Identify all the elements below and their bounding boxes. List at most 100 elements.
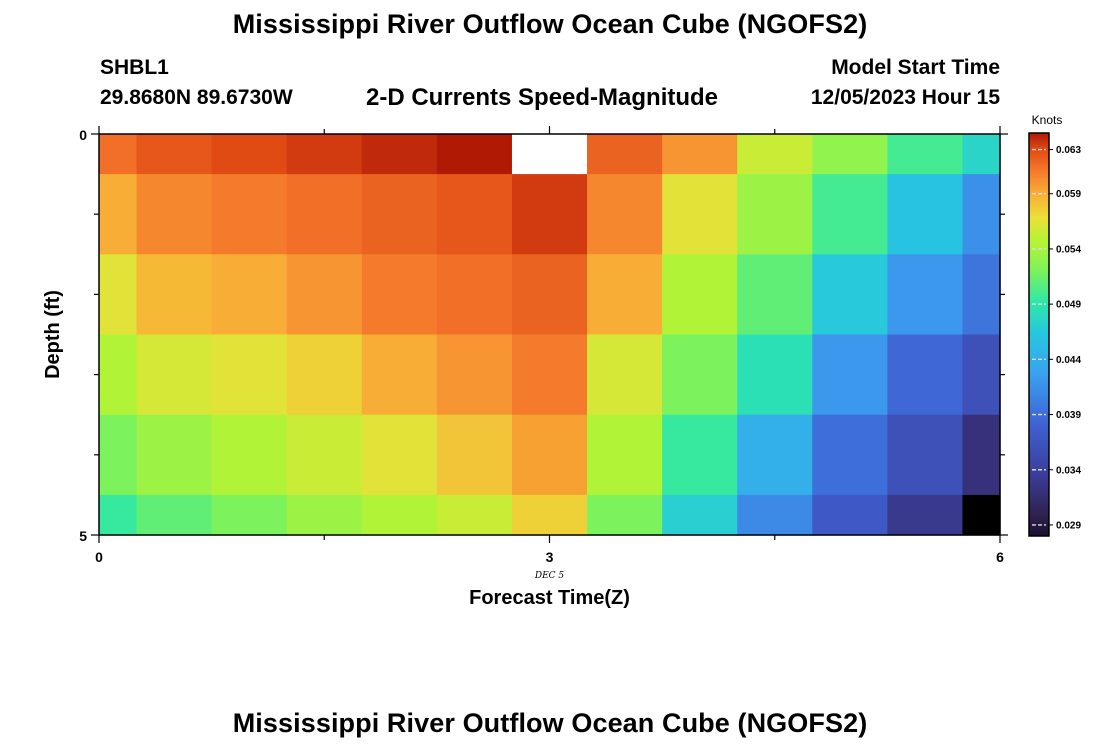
colorbar-tick-label: 0.044 — [1056, 355, 1081, 366]
heatmap-cell — [587, 134, 663, 175]
heatmap-cell — [99, 494, 138, 536]
chart-title: Mississippi River Outflow Ocean Cube (NG… — [232, 9, 868, 39]
colorbar-ticks: 0.063 0.059 0.054 0.049 0.044 0.039 0.034 0.029 — [1032, 145, 1081, 532]
heatmap-cell — [962, 334, 1001, 416]
x-axis-label: Forecast Time(Z) — [469, 587, 630, 609]
heatmap-cell — [587, 174, 663, 255]
y-tick-label-0: 0 — [79, 127, 87, 143]
y-tick-label-5: 5 — [79, 528, 87, 544]
heatmap-cells — [99, 134, 1001, 536]
heatmap-cell — [511, 494, 588, 536]
heatmap-cell — [286, 134, 363, 175]
heatmap-cell — [211, 254, 288, 336]
model-start-value: 12/05/2023 Hour 15 — [810, 86, 1000, 109]
y-axis-label: Depth (ft) — [42, 290, 64, 379]
heatmap-cell — [99, 134, 138, 175]
heatmap-cell — [662, 174, 738, 255]
heatmap-cell — [737, 174, 813, 255]
heatmap-cell — [436, 254, 513, 336]
heatmap-cell — [662, 134, 738, 175]
heatmap-cell — [737, 254, 813, 336]
footer-title: Mississippi River Outflow Ocean Cube (NG… — [232, 708, 868, 738]
x-date-label: DEC 5 — [534, 571, 565, 581]
heatmap-cell — [511, 414, 588, 496]
heatmap-cell — [436, 134, 513, 175]
chart-subtitle: 2-D Currents Speed-Magnitude — [366, 84, 719, 111]
heatmap-cell — [211, 494, 288, 536]
axis-ticks — [91, 126, 1008, 543]
heatmap-cell — [286, 174, 363, 255]
heatmap-cell — [136, 134, 213, 175]
heatmap-cell — [662, 494, 738, 536]
colorbar — [1028, 132, 1050, 537]
colorbar-tick-label: 0.054 — [1056, 244, 1081, 255]
heatmap-chart: 0 3 6 DEC 5 Forecast Time(Z) 0 5 Depth (… — [42, 113, 1081, 609]
heatmap-cell — [511, 334, 588, 416]
heatmap-cell — [587, 334, 663, 416]
heatmap-cell — [286, 494, 363, 536]
heatmap-cell — [136, 414, 213, 496]
heatmap-cell — [962, 414, 1001, 496]
heatmap-cell — [286, 254, 363, 336]
heatmap-cell — [99, 174, 138, 255]
heatmap-cell — [812, 174, 888, 255]
heatmap-cell — [136, 334, 213, 416]
heatmap-cell — [887, 494, 964, 536]
colorbar-tick-label: 0.039 — [1056, 410, 1081, 421]
heatmap-cell — [737, 134, 813, 175]
heatmap-cell — [587, 414, 663, 496]
heatmap-cell — [737, 414, 813, 496]
heatmap-cell — [286, 334, 363, 416]
heatmap-cell — [737, 334, 813, 416]
x-tick-label-3: 3 — [546, 549, 554, 565]
heatmap-cell — [812, 134, 888, 175]
heatmap-cell — [962, 254, 1001, 336]
heatmap-cell — [211, 134, 288, 175]
heatmap-cell — [511, 254, 588, 336]
heatmap-cell — [662, 334, 738, 416]
heatmap-cell — [511, 134, 588, 175]
heatmap-cell — [361, 334, 438, 416]
heatmap-cell — [136, 174, 213, 255]
heatmap-cell — [436, 414, 513, 496]
heatmap-cell — [511, 174, 588, 255]
x-tick-label-6: 6 — [996, 549, 1004, 565]
heatmap-cell — [812, 254, 888, 336]
heatmap-cell — [286, 414, 363, 496]
heatmap-cell — [587, 494, 663, 536]
colorbar-unit: Knots — [1032, 113, 1063, 127]
heatmap-cell — [361, 494, 438, 536]
heatmap-cell — [662, 414, 738, 496]
heatmap-cell — [887, 174, 964, 255]
heatmap-cell — [887, 414, 964, 496]
heatmap-cell — [99, 414, 138, 496]
colorbar-tick-label: 0.049 — [1056, 300, 1081, 311]
heatmap-cell — [436, 174, 513, 255]
heatmap-cell — [361, 414, 438, 496]
heatmap-cell — [211, 334, 288, 416]
heatmap-cell — [211, 174, 288, 255]
heatmap-cell — [887, 334, 964, 416]
heatmap-cell — [812, 414, 888, 496]
heatmap-cell — [136, 254, 213, 336]
heatmap-cell — [361, 174, 438, 255]
colorbar-tick-label: 0.059 — [1056, 189, 1081, 200]
heatmap-cell — [887, 254, 964, 336]
heatmap-cell — [662, 254, 738, 336]
heatmap-cell — [887, 134, 964, 175]
station-id: SHBL1 — [100, 56, 169, 79]
heatmap-cell — [587, 254, 663, 336]
colorbar-tick-label: 0.034 — [1056, 465, 1081, 476]
heatmap-cell — [812, 334, 888, 416]
heatmap-cell — [436, 494, 513, 536]
heatmap-cell — [737, 494, 813, 536]
heatmap-cell — [962, 494, 1001, 536]
colorbar-tick-label: 0.063 — [1056, 145, 1081, 156]
heatmap-cell — [99, 254, 138, 336]
heatmap-cell — [812, 494, 888, 536]
colorbar-tick-label: 0.029 — [1056, 521, 1081, 532]
heatmap-cell — [99, 334, 138, 416]
heatmap-cell — [136, 494, 213, 536]
heatmap-cell — [211, 414, 288, 496]
model-start-label: Model Start Time — [831, 56, 1000, 79]
